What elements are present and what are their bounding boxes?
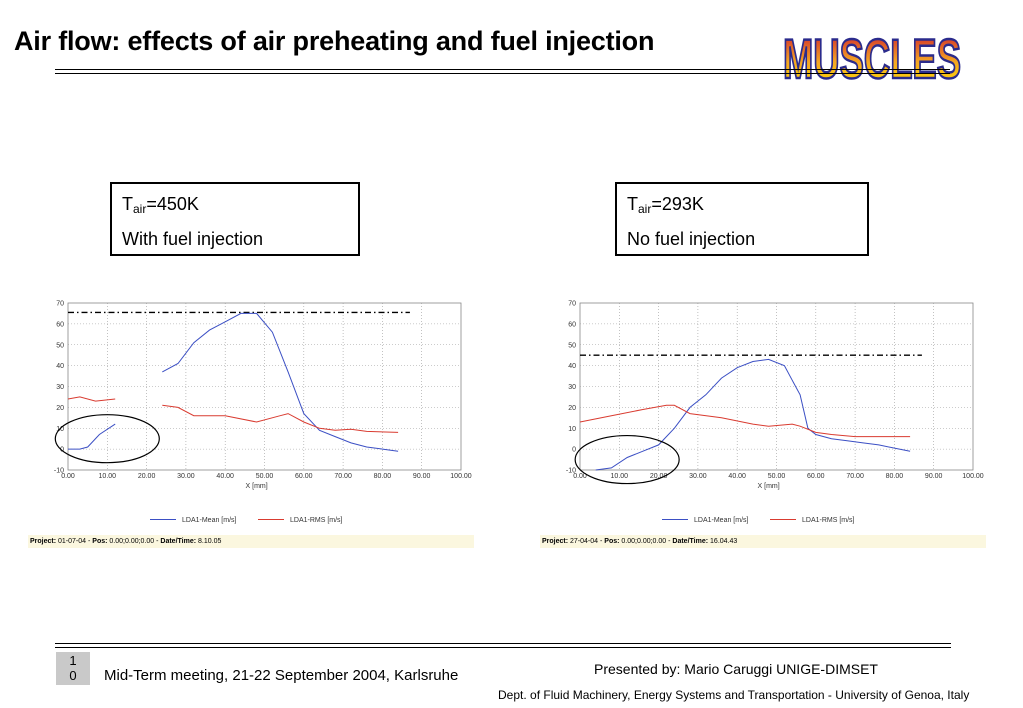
muscles-logo: MUSCLES	[778, 8, 966, 99]
header-rule-top	[55, 69, 950, 70]
x-tick-label: 70.00	[846, 473, 864, 480]
y-tick-label: 50	[568, 342, 576, 349]
series-line	[67, 396, 116, 402]
velocity-chart-left: 0.00 10.00 20.00 30.00 40.00 50.00 60.00 70.00 8…	[28, 292, 478, 537]
footer-rule-top	[55, 643, 951, 644]
project-info-bar: Project: 27-04-04 - Pos: 0.00;0.00;0.00 …	[540, 535, 986, 548]
injection-label: With fuel injection	[122, 229, 264, 249]
condition-box-right: Tair=293K No fuel injection	[615, 182, 869, 256]
highlight-ellipse	[574, 434, 680, 485]
footer-rule-bottom	[55, 647, 951, 648]
x-tick-label: 50.00	[768, 473, 786, 480]
y-tick-label: 70	[568, 301, 576, 308]
x-tick-label: 10.00	[611, 473, 629, 480]
velocity-chart-svg: 0.00 10.00 20.00 30.00 40.00 50.00 60.00 70.00 8…	[54, 301, 472, 525]
x-tick-label: 40.00	[216, 473, 234, 480]
condition-box-left: Tair=450K With fuel injection	[110, 182, 360, 256]
temperature-label: Tair=293K	[627, 194, 704, 216]
y-tick-label: 40	[568, 363, 576, 370]
x-tick-label: 80.00	[374, 473, 392, 480]
temperature-label: Tair=450K	[122, 194, 199, 216]
x-tick-label: 0.00	[573, 473, 587, 480]
x-tick-label: 30.00	[689, 473, 707, 480]
highlight-ellipse	[54, 414, 160, 464]
project-info-bar: Project: 01-07-04 - Pos: 0.00;0.00;0.00 …	[28, 535, 474, 548]
x-tick-label: 70.00	[334, 473, 352, 480]
y-tick-label: 70	[56, 301, 64, 308]
x-tick-label: 100.00	[450, 473, 472, 480]
y-tick-label: 10	[56, 426, 64, 433]
x-axis-label: X [mm]	[758, 483, 780, 490]
y-tick-label: -10	[566, 468, 576, 475]
x-tick-label: 100.00	[962, 473, 984, 480]
slide-title: Air flow: effects of air preheating and …	[14, 26, 655, 56]
x-tick-label: 90.00	[413, 473, 431, 480]
legend-label: LDA1-RMS [m/s]	[290, 517, 343, 524]
x-tick-label: 30.00	[177, 473, 195, 480]
department-label: Dept. of Fluid Machinery, Energy Systems…	[498, 688, 970, 702]
logo-text: MUSCLES	[783, 27, 961, 90]
x-tick-label: 60.00	[807, 473, 825, 480]
series-line	[579, 404, 911, 438]
x-tick-label: 50.00	[256, 473, 274, 480]
legend-label: LDA1-Mean [m/s]	[694, 517, 749, 524]
header-rule-bottom	[55, 73, 950, 74]
y-tick-label: 10	[568, 426, 576, 433]
y-tick-label: 20	[568, 405, 576, 412]
meeting-label: Mid-Term meeting, 21-22 September 2004, …	[104, 667, 459, 684]
injection-label: No fuel injection	[627, 229, 756, 249]
y-tick-label: 60	[568, 321, 576, 328]
y-tick-label: 0	[572, 447, 576, 454]
series-line	[162, 404, 399, 433]
y-tick-label: 30	[56, 384, 64, 391]
x-tick-label: 20.00	[650, 473, 668, 480]
x-tick-label: 80.00	[886, 473, 904, 480]
x-tick-label: 20.00	[138, 473, 156, 480]
x-tick-label: 10.00	[99, 473, 117, 480]
x-tick-label: 40.00	[728, 473, 746, 480]
legend-label: LDA1-RMS [m/s]	[802, 517, 855, 524]
presenter-label: Presented by: Mario Caruggi UNIGE-DIMSET	[594, 661, 878, 677]
y-tick-label: 40	[56, 363, 64, 370]
y-tick-label: 20	[56, 405, 64, 412]
series-line	[162, 312, 399, 452]
y-tick-label: 60	[56, 321, 64, 328]
x-tick-label: 60.00	[295, 473, 313, 480]
legend-label: LDA1-Mean [m/s]	[182, 517, 237, 524]
y-tick-label: 50	[56, 342, 64, 349]
series-line	[68, 423, 116, 450]
velocity-chart-right: 0.00 10.00 20.00 30.00 40.00 50.00 60.00 70.00 8…	[540, 292, 990, 537]
x-tick-label: 0.00	[61, 473, 75, 480]
y-tick-label: -10	[54, 468, 64, 475]
x-axis-label: X [mm]	[246, 483, 268, 490]
velocity-chart-svg: 0.00 10.00 20.00 30.00 40.00 50.00 60.00 70.00 8…	[566, 301, 984, 525]
y-tick-label: 30	[568, 384, 576, 391]
x-tick-label: 90.00	[925, 473, 943, 480]
series-line	[595, 358, 911, 471]
